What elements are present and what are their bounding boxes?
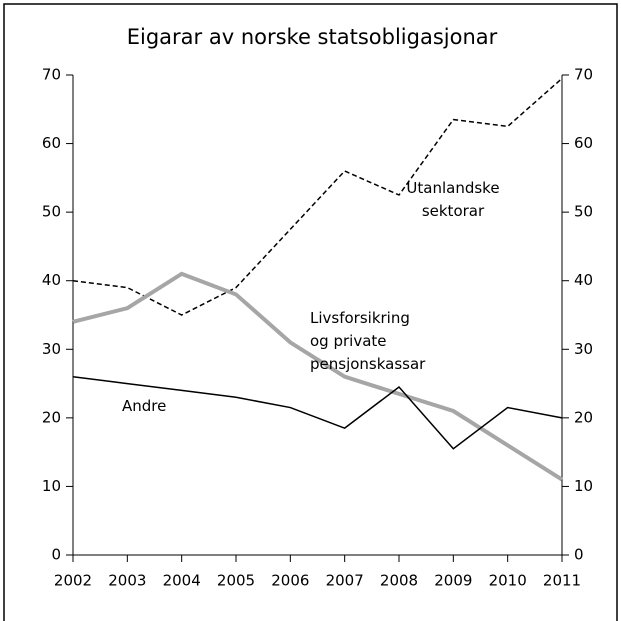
- series-label: Utanlandske sektorar: [406, 179, 499, 220]
- y-tick-label: 10: [42, 477, 61, 495]
- x-tick-label: 2009: [434, 572, 472, 590]
- y-tick-label: 20: [42, 408, 61, 426]
- y2-tick-label: 0: [574, 546, 584, 564]
- x-tick-label: 2011: [543, 572, 581, 590]
- y-tick-label: 50: [42, 203, 61, 221]
- series-label-line: sektorar: [422, 202, 485, 220]
- series-label-line: pensjonskassar: [310, 355, 426, 373]
- x-tick-label: 2007: [326, 572, 364, 590]
- x-tick-label: 2002: [54, 572, 92, 590]
- series-label: Andre: [122, 397, 166, 415]
- y-tick-label: 70: [42, 66, 61, 84]
- series-label-line: og private: [310, 332, 387, 350]
- y-tick-label: 30: [42, 340, 61, 358]
- x-tick-label: 2003: [108, 572, 146, 590]
- y2-tick-label: 20: [574, 408, 593, 426]
- y-tick-label: 40: [42, 271, 61, 289]
- y2-tick-label: 70: [574, 66, 593, 84]
- series-line: [72, 271, 564, 482]
- series-label-line: Livsforsikring: [310, 309, 410, 327]
- y2-tick-label: 60: [574, 134, 593, 152]
- series-line: [72, 77, 563, 316]
- series-line: [72, 375, 563, 450]
- x-tick-label: 2005: [217, 572, 255, 590]
- y-tick-label: 0: [51, 546, 61, 564]
- series-label-line: Andre: [122, 397, 166, 415]
- x-tick-label: 2004: [163, 572, 201, 590]
- series-label: Livsforsikring og private pensjonskassar: [310, 309, 426, 373]
- y2-tick-label: 30: [574, 340, 593, 358]
- frame: [3, 3, 618, 621]
- chart-title: Eigarar av norske statsobligasjonar: [127, 25, 498, 49]
- y2-tick-label: 10: [574, 477, 593, 495]
- series-label-line: Utanlandske: [406, 179, 499, 197]
- y2-tick-label: 40: [574, 271, 593, 289]
- y2-tick-label: 50: [574, 203, 593, 221]
- x-tick-label: 2010: [489, 572, 527, 590]
- x-tick-label: 2008: [380, 572, 418, 590]
- x-tick-label: 2006: [271, 572, 309, 590]
- y-tick-label: 60: [42, 134, 61, 152]
